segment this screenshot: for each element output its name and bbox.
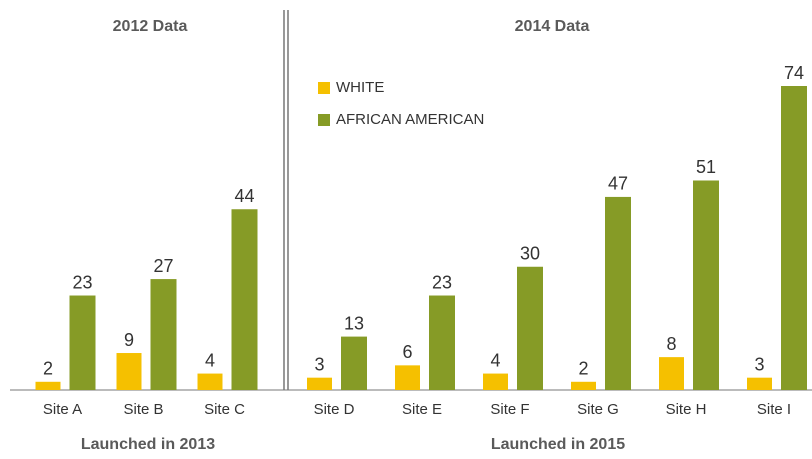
- x-tick-label: Site C: [204, 401, 245, 418]
- value-label: 2: [43, 359, 53, 379]
- x-tick-label: Site A: [43, 401, 82, 418]
- bar: [341, 336, 367, 390]
- bar: [35, 381, 61, 390]
- bar: [395, 365, 420, 390]
- value-label: 47: [608, 174, 628, 194]
- legend-swatch: [318, 82, 330, 94]
- panel-title: 2012 Data: [113, 18, 188, 35]
- x-tick-label: Site B: [123, 401, 163, 418]
- bar: [150, 279, 177, 390]
- value-label: 74: [784, 63, 804, 83]
- bar: [307, 377, 332, 390]
- legend-label: AFRICAN AMERICAN: [336, 111, 484, 128]
- bar: [747, 377, 772, 390]
- bar: [483, 373, 508, 390]
- value-label: 4: [490, 350, 500, 370]
- value-label: 3: [314, 354, 324, 374]
- bar: [517, 266, 543, 390]
- bar: [231, 209, 258, 390]
- bar: [116, 353, 142, 390]
- bar: [69, 295, 96, 390]
- x-axis-label: Launched in 2015: [491, 436, 625, 453]
- legend-swatch: [318, 114, 330, 126]
- bar: [781, 86, 807, 390]
- value-label: 51: [696, 157, 716, 177]
- legend-label: WHITE: [336, 79, 384, 96]
- x-tick-label: Site F: [490, 401, 529, 418]
- value-label: 27: [153, 256, 173, 276]
- value-label: 3: [754, 354, 764, 374]
- x-tick-label: Site H: [666, 401, 707, 418]
- value-label: 23: [432, 272, 452, 292]
- bar: [659, 357, 684, 390]
- x-tick-label: Site E: [402, 401, 442, 418]
- value-label: 23: [72, 272, 92, 292]
- value-label: 8: [666, 334, 676, 354]
- x-tick-label: Site G: [577, 401, 619, 418]
- x-axis-label: Launched in 2013: [81, 436, 215, 453]
- value-label: 13: [344, 313, 364, 333]
- x-tick-label: Site I: [757, 401, 791, 418]
- bar: [429, 295, 455, 390]
- value-label: 30: [520, 244, 540, 264]
- x-tick-label: Site D: [314, 401, 355, 418]
- value-label: 6: [402, 342, 412, 362]
- bar: [693, 180, 719, 390]
- bar: [605, 196, 631, 390]
- value-label: 4: [205, 350, 215, 370]
- bar: [571, 381, 596, 390]
- value-label: 9: [124, 330, 134, 350]
- value-label: 2: [578, 359, 588, 379]
- panel-title: 2014 Data: [515, 18, 590, 35]
- bar: [197, 373, 223, 390]
- value-label: 44: [234, 186, 254, 206]
